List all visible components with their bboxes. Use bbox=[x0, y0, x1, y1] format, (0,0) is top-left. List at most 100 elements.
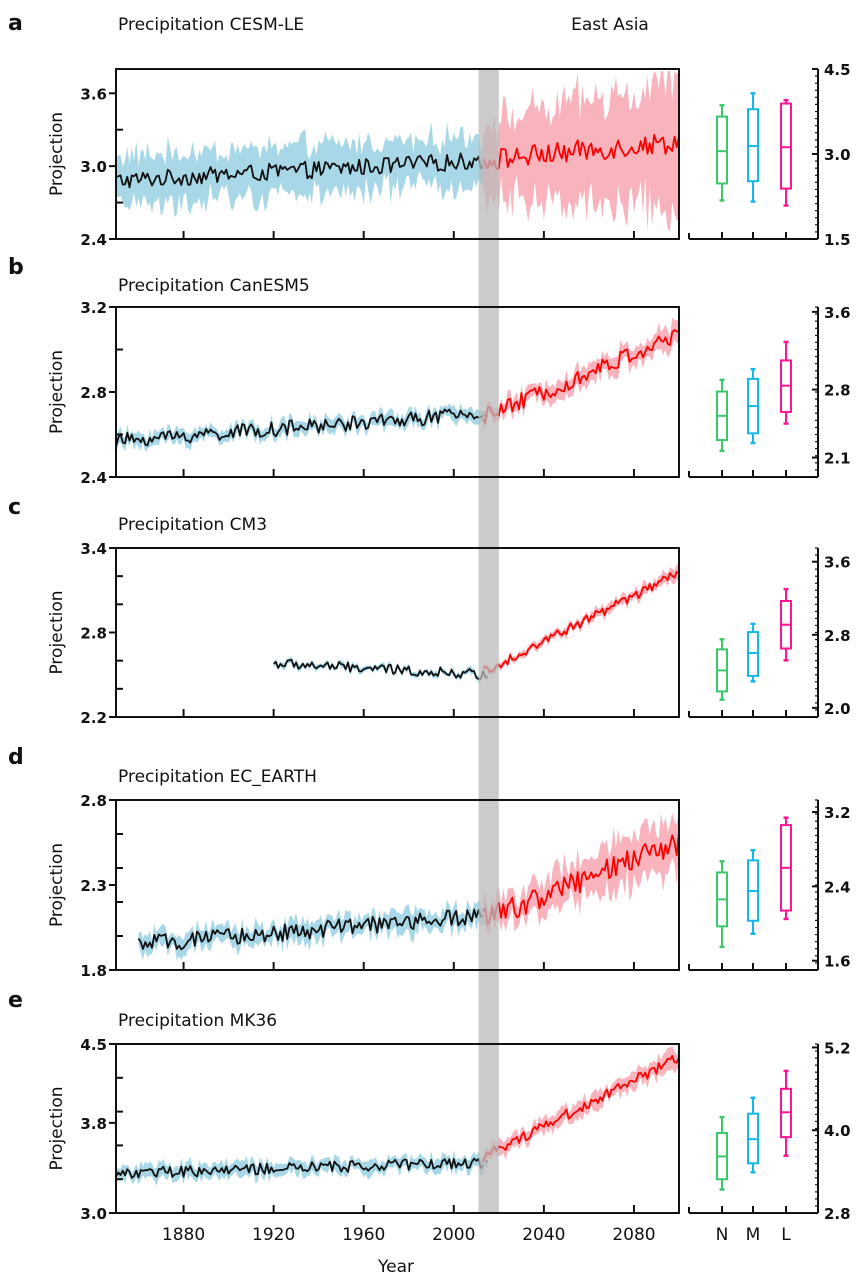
projection-line bbox=[482, 133, 680, 170]
box-N bbox=[716, 1115, 728, 1191]
boxplot-panel: 3.6 2.8 2.1 bbox=[688, 304, 851, 478]
y-tick-label: 3.6 bbox=[80, 85, 107, 103]
y-tick-label: 3.0 bbox=[80, 1205, 107, 1223]
box-y-tick-label: 2.8 bbox=[824, 382, 851, 400]
box-L bbox=[780, 816, 792, 921]
overlap-period-bar bbox=[478, 548, 499, 800]
panel-e: e Precipitation MK36 Projection 4.5 3.8 3.0 18… bbox=[8, 988, 851, 1245]
box-L bbox=[780, 1069, 792, 1157]
historical-line bbox=[137, 908, 488, 951]
box-y-tick-label: 3.6 bbox=[824, 554, 851, 572]
panel-title: Precipitation CESM-LE bbox=[118, 15, 304, 35]
panel-letter: d bbox=[8, 745, 24, 770]
boxplot-panel: 4.5 3.0 1.5 bbox=[688, 61, 851, 249]
x-tick-label: 2000 bbox=[432, 1225, 475, 1245]
boxplot-panel: 3.6 2.8 2.0 bbox=[688, 547, 851, 718]
y-tick-label: 3.2 bbox=[80, 299, 107, 317]
historical-uncertainty-band bbox=[116, 121, 488, 218]
x-axis-label: Year bbox=[377, 1257, 414, 1277]
y-tick-label: 4.5 bbox=[80, 1036, 107, 1054]
panel-letter: b bbox=[8, 255, 24, 280]
y-tick-label: 2.3 bbox=[80, 877, 107, 895]
box-M bbox=[747, 1096, 759, 1174]
panel-letter: a bbox=[8, 11, 23, 36]
box-N bbox=[716, 104, 728, 202]
overlap-period-bar bbox=[478, 800, 499, 1044]
y-tick-label: 3.0 bbox=[80, 158, 107, 176]
projection-uncertainty-band bbox=[483, 564, 679, 675]
y-tick-label: 2.2 bbox=[80, 709, 107, 727]
panel-title: Precipitation MK36 bbox=[118, 1011, 277, 1031]
box-N bbox=[716, 638, 728, 701]
y-tick-label: 2.8 bbox=[80, 625, 107, 643]
box-L bbox=[780, 340, 792, 425]
historical-uncertainty-band bbox=[273, 656, 488, 683]
panels: a Precipitation CESM-LE Projection 3.6 3.0 2.… bbox=[8, 11, 851, 1245]
box-y-tick-label: 4.0 bbox=[824, 1122, 851, 1140]
projection-uncertainty-band bbox=[483, 317, 679, 429]
y-tick-label: 3.4 bbox=[80, 540, 107, 558]
y-tick-label: 2.8 bbox=[80, 384, 107, 402]
panel-title: Precipitation EC_EARTH bbox=[118, 767, 317, 787]
panel-title: Precipitation CanESM5 bbox=[118, 276, 310, 296]
box-M bbox=[747, 92, 759, 203]
box-category-label: N bbox=[716, 1225, 729, 1245]
boxplot-panel: 5.2 4.0 2.8 N M L bbox=[688, 1039, 851, 1245]
box-y-tick-label: 4.5 bbox=[824, 61, 851, 79]
panel-d: d Precipitation EC_EARTH Projection 2.8 2.3 1… bbox=[8, 745, 851, 1044]
box-y-tick-label: 2.4 bbox=[824, 878, 851, 896]
x-tick-label: 1880 bbox=[162, 1225, 205, 1245]
overlap-period-bar bbox=[478, 69, 499, 307]
box-y-tick-label: 1.5 bbox=[824, 231, 851, 249]
y-tick-label: 2.4 bbox=[80, 231, 107, 249]
x-tick-label: 1920 bbox=[252, 1225, 295, 1245]
box-y-tick-label: 1.6 bbox=[824, 953, 851, 971]
box-M bbox=[747, 622, 759, 683]
y-tick-label: 2.4 bbox=[80, 469, 107, 487]
projection-uncertainty-band bbox=[483, 811, 679, 934]
box-iqr bbox=[716, 115, 728, 185]
y-axis-label: Projection bbox=[47, 843, 67, 927]
panel-title: Precipitation CM3 bbox=[118, 515, 267, 535]
box-M bbox=[747, 848, 759, 936]
panel-letter: e bbox=[8, 988, 23, 1013]
historical-uncertainty-band bbox=[116, 402, 488, 455]
region-label: East Asia bbox=[571, 15, 649, 35]
box-iqr bbox=[780, 102, 792, 190]
y-tick-label: 3.8 bbox=[80, 1115, 107, 1133]
projection-uncertainty-band bbox=[483, 1046, 679, 1168]
overlap-period-bar bbox=[478, 307, 499, 548]
box-y-tick-label: 2.0 bbox=[824, 700, 851, 718]
panel-c: c Precipitation CM3 Projection 3.4 2.8 2.2 3.6… bbox=[8, 495, 851, 800]
y-axis-label: Projection bbox=[47, 112, 67, 196]
y-tick-label: 1.8 bbox=[80, 962, 107, 980]
box-N bbox=[716, 860, 728, 949]
box-y-tick-label: 5.2 bbox=[824, 1039, 851, 1057]
box-L bbox=[780, 98, 792, 207]
box-L bbox=[780, 587, 792, 662]
projection-line bbox=[482, 1055, 680, 1162]
box-category-label: L bbox=[781, 1225, 791, 1245]
historical-line bbox=[115, 408, 488, 448]
projection-line bbox=[482, 329, 680, 425]
panel-letter: c bbox=[8, 495, 21, 520]
box-y-tick-label: 2.8 bbox=[824, 627, 851, 645]
boxplot-panel: 3.2 2.4 1.6 bbox=[688, 799, 851, 971]
box-y-tick-label: 2.1 bbox=[824, 450, 851, 468]
plot-frame bbox=[115, 547, 680, 718]
box-category-label: M bbox=[746, 1225, 761, 1245]
projection-line bbox=[482, 831, 680, 925]
historical-line bbox=[115, 152, 489, 189]
box-N bbox=[716, 378, 728, 453]
overlap-period-bar bbox=[478, 1044, 499, 1213]
x-tick-label: 2040 bbox=[522, 1225, 565, 1245]
panel-a: a Precipitation CESM-LE Projection 3.6 3.0 2.… bbox=[8, 11, 851, 307]
box-M bbox=[747, 367, 759, 445]
y-axis-label: Projection bbox=[47, 590, 67, 674]
y-axis-label: Projection bbox=[47, 350, 67, 434]
y-tick-label: 2.8 bbox=[80, 792, 107, 810]
historical-line bbox=[115, 1157, 489, 1179]
plot-frame bbox=[115, 1043, 680, 1214]
panel-b: b Precipitation CanESM5 Projection 3.2 2.8 2.… bbox=[8, 255, 851, 548]
plot-frame bbox=[115, 68, 680, 240]
